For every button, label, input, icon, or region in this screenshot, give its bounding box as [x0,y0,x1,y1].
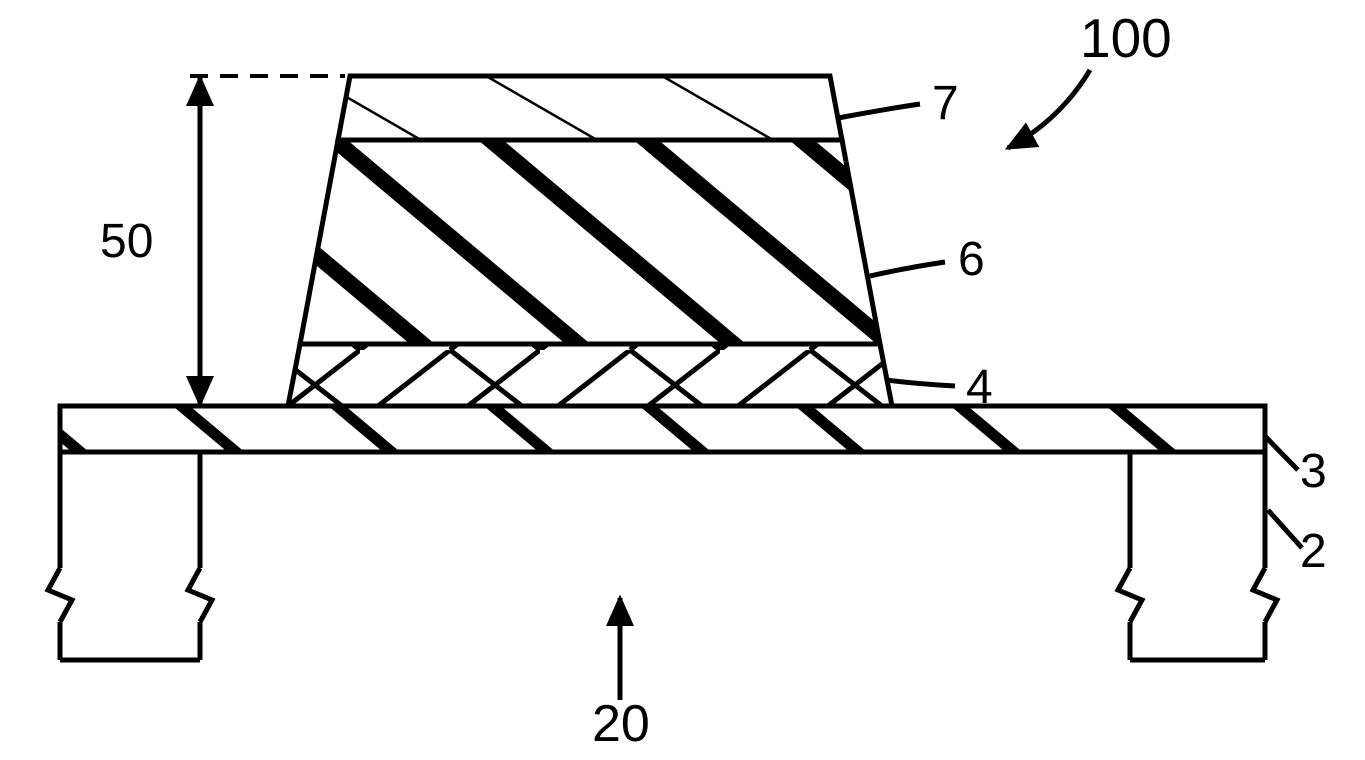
support-right [1118,452,1277,660]
label-4: 4 [966,360,993,415]
diagram-root: 100 7 6 50 4 3 2 20 [0,0,1365,760]
label-6: 6 [958,232,985,287]
label-50: 50 [100,214,153,269]
label-7: 7 [932,76,959,131]
support-left [48,452,212,660]
leader-4 [886,380,955,386]
layer-3 [60,406,1265,452]
layer-6 [300,140,880,344]
leader-2 [1268,510,1302,548]
leader-7 [838,104,920,118]
label-100: 100 [1080,6,1172,70]
diagram-svg [0,0,1365,760]
leader-6 [870,262,945,276]
leader-3 [1265,436,1298,470]
layer-7 [338,76,842,140]
leader-100 [1008,70,1090,148]
label-3: 3 [1300,444,1327,499]
layer-4 [288,344,892,406]
label-20: 20 [592,694,650,754]
label-2: 2 [1300,524,1327,579]
